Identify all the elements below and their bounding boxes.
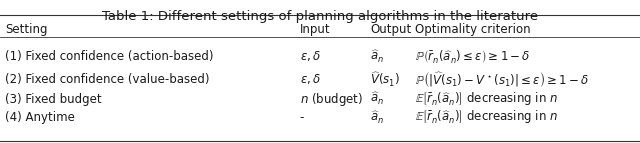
Text: $\mathbb{E}\left[\bar{r}_n(\widehat{a}_n)\right]$ decreasing in $n$: $\mathbb{E}\left[\bar{r}_n(\widehat{a}_n… — [415, 90, 557, 108]
Text: $\widehat{a}_n$: $\widehat{a}_n$ — [370, 109, 384, 126]
Text: $n$ (budget): $n$ (budget) — [300, 91, 362, 108]
Text: Output: Output — [370, 23, 411, 36]
Text: Optimality criterion: Optimality criterion — [415, 23, 531, 36]
Text: $\widehat{V}(s_1)$: $\widehat{V}(s_1)$ — [370, 70, 400, 89]
Text: $\varepsilon, \delta$: $\varepsilon, \delta$ — [300, 49, 321, 63]
Text: Setting: Setting — [5, 23, 47, 36]
Text: $\widehat{a}_n$: $\widehat{a}_n$ — [370, 48, 384, 64]
Text: $\widehat{a}_n$: $\widehat{a}_n$ — [370, 91, 384, 107]
Text: (2) Fixed confidence (value-based): (2) Fixed confidence (value-based) — [5, 73, 210, 86]
Text: (1) Fixed confidence (action-based): (1) Fixed confidence (action-based) — [5, 50, 214, 63]
Text: $\mathbb{E}\left[\bar{r}_n(\widehat{a}_n)\right]$ decreasing in $n$: $\mathbb{E}\left[\bar{r}_n(\widehat{a}_n… — [415, 109, 557, 126]
Text: (3) Fixed budget: (3) Fixed budget — [5, 93, 102, 106]
Text: $\mathbb{P}\left(|\widehat{V}(s_1) - V^\star(s_1)| \leq \varepsilon\right) \geq : $\mathbb{P}\left(|\widehat{V}(s_1) - V^\… — [415, 70, 589, 89]
Text: Table 1: Different settings of planning algorithms in the literature: Table 1: Different settings of planning … — [102, 10, 538, 23]
Text: $\mathbb{P}\left(\bar{r}_n(\widehat{a}_n) \leq \varepsilon\right) \geq 1-\delta$: $\mathbb{P}\left(\bar{r}_n(\widehat{a}_n… — [415, 48, 531, 65]
Text: Input: Input — [300, 23, 330, 36]
Text: $\varepsilon, \delta$: $\varepsilon, \delta$ — [300, 73, 321, 87]
Text: -: - — [300, 111, 304, 124]
Text: (4) Anytime: (4) Anytime — [5, 111, 75, 124]
